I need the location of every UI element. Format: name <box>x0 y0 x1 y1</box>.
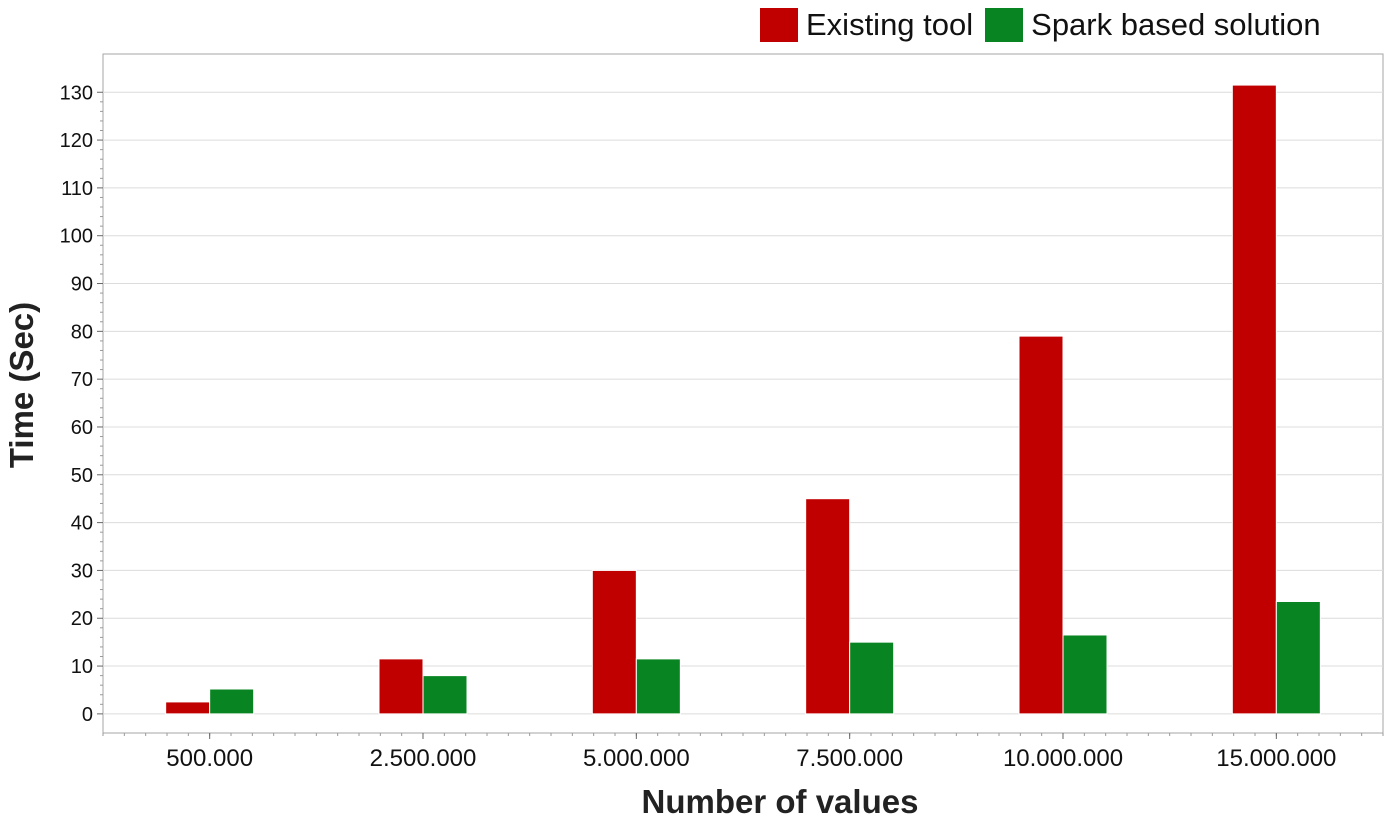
x-axis-label: Number of values <box>641 783 919 820</box>
plot-area <box>102 53 1384 734</box>
legend: Existing tool Spark based solution <box>760 0 1321 50</box>
y-tick-label: 10 <box>71 656 93 678</box>
bar-existing-tool <box>1018 335 1064 715</box>
y-tick-label: 20 <box>71 608 93 630</box>
y-tick-label: 70 <box>71 369 93 391</box>
bar-existing-tool <box>1231 84 1277 715</box>
legend-label-existing-tool: Existing tool <box>806 7 974 42</box>
bar-spark-based-solution <box>209 688 255 715</box>
y-tick-label: 40 <box>71 513 93 535</box>
bar-existing-tool <box>805 498 851 715</box>
y-tick-label: 60 <box>71 417 93 439</box>
y-tick-label: 110 <box>61 178 93 200</box>
bar-spark-based-solution <box>635 658 681 715</box>
y-tick-label: 130 <box>60 82 93 104</box>
bar-spark-based-solution <box>1275 601 1321 715</box>
legend-item-existing-tool: Existing tool <box>760 7 973 43</box>
y-tick-label: 120 <box>60 130 93 152</box>
x-tick-label: 500.000 <box>166 745 253 772</box>
y-tick-label: 80 <box>71 321 93 343</box>
bar-spark-based-solution <box>422 675 468 715</box>
bar-existing-tool <box>378 658 424 715</box>
legend-swatch-spark-based-solution <box>985 8 1024 42</box>
legend-swatch-existing-tool <box>760 8 798 42</box>
bar-spark-based-solution <box>1062 634 1108 715</box>
x-tick-label: 7.500.000 <box>796 745 903 772</box>
y-tick-label: 90 <box>71 274 93 296</box>
legend-item-spark-based-solution: Spark based solution <box>985 7 1321 43</box>
x-tick-label: 10.000.000 <box>1003 745 1123 772</box>
y-tick-label: 0 <box>82 704 93 726</box>
x-tick-label: 15.000.000 <box>1216 745 1336 772</box>
y-tick-label: 30 <box>71 560 93 582</box>
y-tick-label: 50 <box>71 465 93 487</box>
legend-label-spark-based-solution: Spark based solution <box>1031 7 1321 42</box>
y-axis-label: Time (Sec) <box>3 301 40 469</box>
x-tick-label: 2.500.000 <box>370 745 477 772</box>
y-tick-label: 100 <box>60 226 93 248</box>
bar-spark-based-solution <box>849 641 895 715</box>
bar-existing-tool <box>591 569 637 715</box>
x-tick-label: 5.000.000 <box>583 745 690 772</box>
bar-existing-tool <box>165 701 211 715</box>
